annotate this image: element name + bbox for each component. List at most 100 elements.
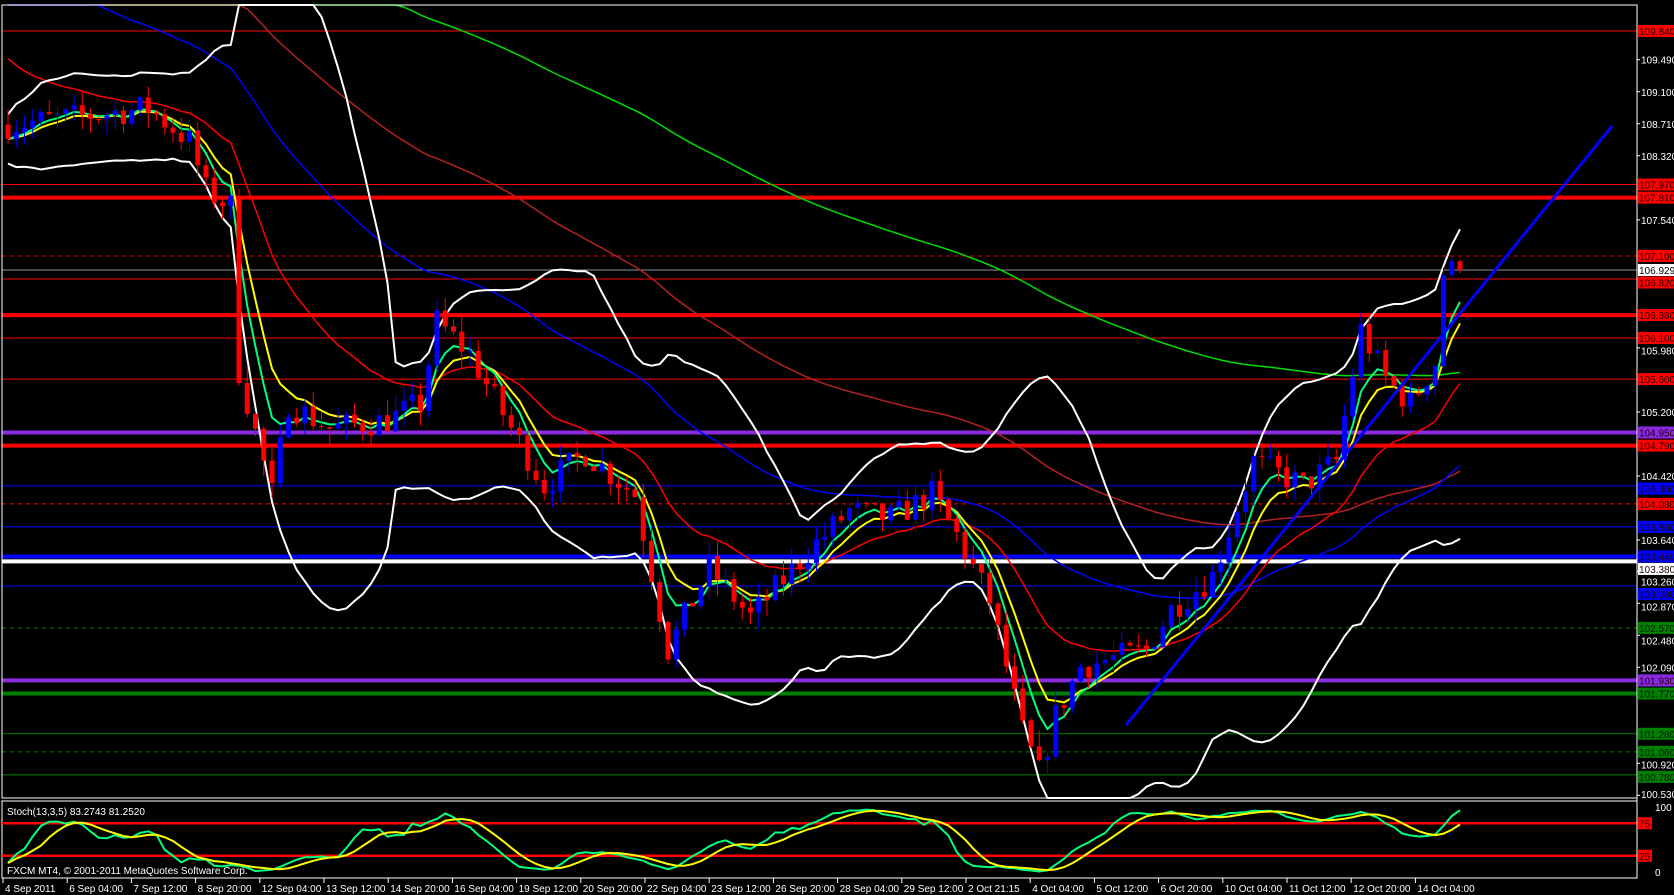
level-price-label: 103.440 [1639, 552, 1674, 563]
candle-body [764, 596, 770, 601]
candle-body [789, 563, 795, 585]
level-price-tag [1638, 770, 1674, 783]
candle-body [715, 555, 720, 580]
level-price-label: 106.100 [1639, 334, 1674, 345]
candle-body [63, 109, 69, 114]
candle-body [1325, 456, 1331, 465]
level-price-label: 103.380 [1639, 565, 1674, 576]
candle-body [277, 437, 283, 483]
candle-body [22, 127, 27, 132]
level-price-tag [1638, 745, 1674, 758]
level-price-tag [1638, 332, 1674, 345]
candle-body [467, 350, 473, 352]
candle-body [970, 558, 976, 565]
candle-body [896, 500, 902, 508]
candle-body [649, 540, 654, 583]
candle-body [1276, 455, 1281, 468]
level-price-tag [1638, 587, 1674, 600]
candle-body [368, 431, 374, 436]
candle-body [236, 195, 242, 384]
time-tick-label: 6 Sep 04:00 [69, 884, 123, 895]
candle-body [1111, 654, 1116, 660]
candle-body [1036, 746, 1042, 761]
candle-body [442, 310, 448, 327]
price-tick-label: 108.320 [1641, 152, 1674, 163]
bollinger-lower-line [7, 157, 1461, 799]
candle-body [1449, 261, 1455, 276]
ma-8-line [7, 110, 1461, 704]
candle-body [1424, 386, 1430, 395]
time-tick-label: 13 Sep 12:00 [326, 884, 386, 895]
ma-200-line [8, 4, 1461, 377]
candle-body [112, 110, 118, 116]
stochastic-label: Stoch(13,3,5) 83.2743 81.2520 [7, 807, 145, 818]
candle-body [987, 572, 993, 604]
candle-body [1383, 350, 1389, 377]
candle-body [574, 452, 580, 457]
candle-body [203, 165, 209, 178]
candle-body [1267, 455, 1273, 457]
candle-body [327, 427, 333, 429]
candle-body [1053, 705, 1059, 757]
level-price-label: 104.790 [1639, 442, 1674, 453]
time-tick-label: 19 Sep 12:00 [519, 884, 579, 895]
candle-body [1375, 350, 1380, 354]
candle-body [170, 127, 176, 133]
candle-body [1251, 456, 1257, 492]
candle-body [863, 502, 869, 504]
candle-body [673, 629, 679, 660]
stoch-signal-line [7, 809, 1461, 872]
candle-body [121, 110, 126, 124]
candle-body [1284, 467, 1290, 488]
candle-body [1086, 667, 1092, 678]
candle-body [1416, 392, 1422, 395]
level-price-label: 105.600 [1639, 375, 1674, 386]
candle-body [1094, 663, 1100, 678]
candle-body [104, 115, 110, 120]
candle-body [1028, 720, 1034, 747]
candle-body [525, 435, 531, 471]
candle-body [1144, 645, 1149, 649]
time-tick-label: 22 Sep 04:00 [647, 884, 707, 895]
candle-body [1078, 667, 1083, 682]
level-price-label: 107.100 [1639, 252, 1674, 263]
price-tick-label: 109.100 [1641, 88, 1674, 99]
candle-body [1020, 688, 1026, 721]
candle-body [583, 456, 588, 467]
candle-body [690, 603, 696, 607]
candle-body [781, 575, 786, 585]
candle-body [995, 603, 1001, 625]
candle-body [1366, 324, 1372, 354]
candle-body [657, 582, 663, 622]
candle-body [310, 406, 316, 427]
level-price-label: 107.810 [1639, 194, 1674, 205]
candles [5, 86, 1463, 776]
candle-body [805, 562, 811, 570]
trendline[interactable] [1124, 125, 1614, 726]
candle-body [418, 394, 423, 411]
candle-body [129, 109, 135, 124]
candle-body [632, 489, 638, 498]
level-price-tag [1638, 373, 1674, 386]
candle-body [748, 607, 753, 613]
time-tick-label: 12 Oct 20:00 [1353, 884, 1411, 895]
time-tick-label: 10 Oct 04:00 [1225, 884, 1283, 895]
candle-body [261, 428, 267, 461]
price-tick-label: 102.480 [1641, 636, 1674, 647]
level-price-tag [1638, 727, 1674, 740]
candle-body [533, 470, 539, 481]
time-tick-label: 23 Sep 12:00 [711, 884, 771, 895]
price-tick-label: 100.920 [1641, 760, 1674, 771]
candle-body [682, 603, 687, 630]
level-price-tag [1638, 687, 1674, 700]
time-axis: 4 Sep 2011 6 Sep 04:00 7 Sep 12:00 8 Sep 20… [2, 878, 1475, 895]
level-price-label: 104.080 [1639, 500, 1674, 511]
candle-body [1003, 624, 1009, 667]
candle-body [954, 518, 960, 532]
candle-body [1441, 275, 1446, 367]
time-tick-label: 12 Sep 04:00 [262, 884, 322, 895]
ma-21-line [7, 58, 1461, 652]
candle-body [302, 406, 308, 423]
candle-body [921, 494, 927, 510]
